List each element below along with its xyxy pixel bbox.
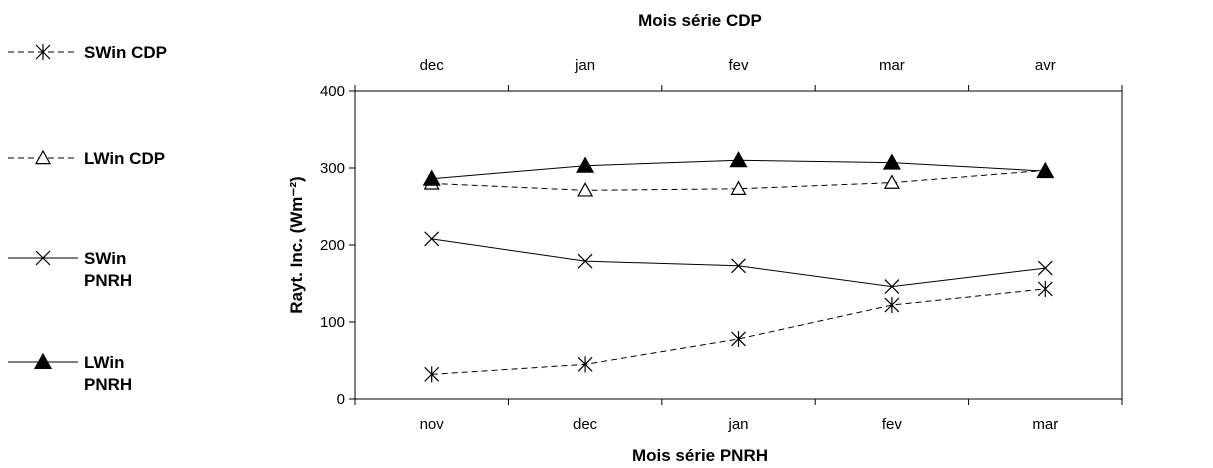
data-point-marker xyxy=(731,330,746,347)
data-point-marker xyxy=(424,366,440,383)
data-point-marker-stroke xyxy=(731,258,746,274)
x-top-tick-label: dec xyxy=(420,57,445,74)
series-3 xyxy=(422,151,1055,186)
x-top-tick-label: fev xyxy=(728,57,749,74)
legend-item: LWin PNRH xyxy=(8,352,132,394)
data-point-marker-stroke xyxy=(1037,260,1053,276)
series-line xyxy=(431,238,1046,288)
y-tick-label: 400 xyxy=(320,83,345,100)
series-2 xyxy=(424,231,1053,295)
x-axis-top-title: Mois série CDP xyxy=(638,11,762,30)
plot-frame xyxy=(354,90,1123,400)
legend-item: SWin PNRH xyxy=(8,249,132,290)
data-point-marker xyxy=(577,182,594,197)
legend-label: LWin CDP xyxy=(84,149,165,168)
x-bottom-tick-label: nov xyxy=(420,416,445,433)
x-bottom-tick-label: dec xyxy=(573,416,598,433)
legend-label: LWin xyxy=(84,353,124,372)
legend-marker xyxy=(35,250,51,266)
data-point-marker xyxy=(577,356,593,373)
plot-area-border xyxy=(354,90,1123,400)
data-point-marker xyxy=(729,151,748,168)
legend-label: PNRH xyxy=(84,271,132,290)
legend-marker-stroke xyxy=(35,250,51,266)
x-top-tick-label: mar xyxy=(879,57,905,74)
series-line xyxy=(431,169,1046,191)
data-point-marker xyxy=(1037,260,1053,276)
x-axis-top: dec jan fev mar avr xyxy=(354,57,1123,91)
data-point-marker xyxy=(422,169,441,186)
data-point-marker xyxy=(1036,161,1055,179)
x-bottom-tick-label: mar xyxy=(1032,416,1058,433)
data-point-marker xyxy=(730,180,747,195)
x-bottom-tick-label: fev xyxy=(882,416,903,433)
legend-label: PNRH xyxy=(84,375,132,394)
y-tick-label: 200 xyxy=(320,237,345,254)
y-tick-label: 100 xyxy=(320,314,345,331)
series-0 xyxy=(424,280,1053,383)
y-axis: 0 100 200 300 400 xyxy=(320,83,355,408)
data-point-marker xyxy=(882,153,901,170)
legend-item: LWin CDP xyxy=(8,149,165,168)
data-point-marker-stroke xyxy=(424,231,440,247)
x-top-tick-label: jan xyxy=(574,57,595,74)
data-point-marker xyxy=(883,174,900,189)
data-point-marker xyxy=(577,253,593,269)
legend-label: SWin xyxy=(84,249,126,268)
legend-label: SWin CDP xyxy=(84,43,167,62)
y-tick-label: 0 xyxy=(337,391,345,408)
x-axis-bottom: nov dec jan fev mar xyxy=(354,399,1123,433)
y-tick-label: 300 xyxy=(320,160,345,177)
data-point-marker xyxy=(731,258,746,274)
legend-marker xyxy=(35,44,51,60)
legend-marker xyxy=(34,149,52,165)
data-point-marker xyxy=(884,279,900,295)
legend: SWin CDP LWin CDP SWin PNRH LWin PNRH xyxy=(8,43,167,394)
data-point-marker xyxy=(424,231,440,247)
data-point-marker xyxy=(576,156,595,173)
series-layer xyxy=(422,151,1055,383)
legend-item: SWin CDP xyxy=(8,43,167,62)
legend-marker xyxy=(33,352,53,369)
data-point-marker xyxy=(1037,280,1053,297)
data-point-marker-stroke xyxy=(577,253,593,269)
x-bottom-tick-label: jan xyxy=(727,416,748,433)
data-point-marker-stroke xyxy=(884,279,900,295)
data-point-marker xyxy=(884,297,900,314)
series-line xyxy=(431,288,1046,375)
x-top-tick-label: avr xyxy=(1035,57,1056,74)
series-1 xyxy=(423,162,1054,197)
y-axis-title: Rayt. Inc. (Wm⁻²) xyxy=(287,176,306,313)
x-axis-bottom-title: Mois série PNRH xyxy=(632,446,768,465)
